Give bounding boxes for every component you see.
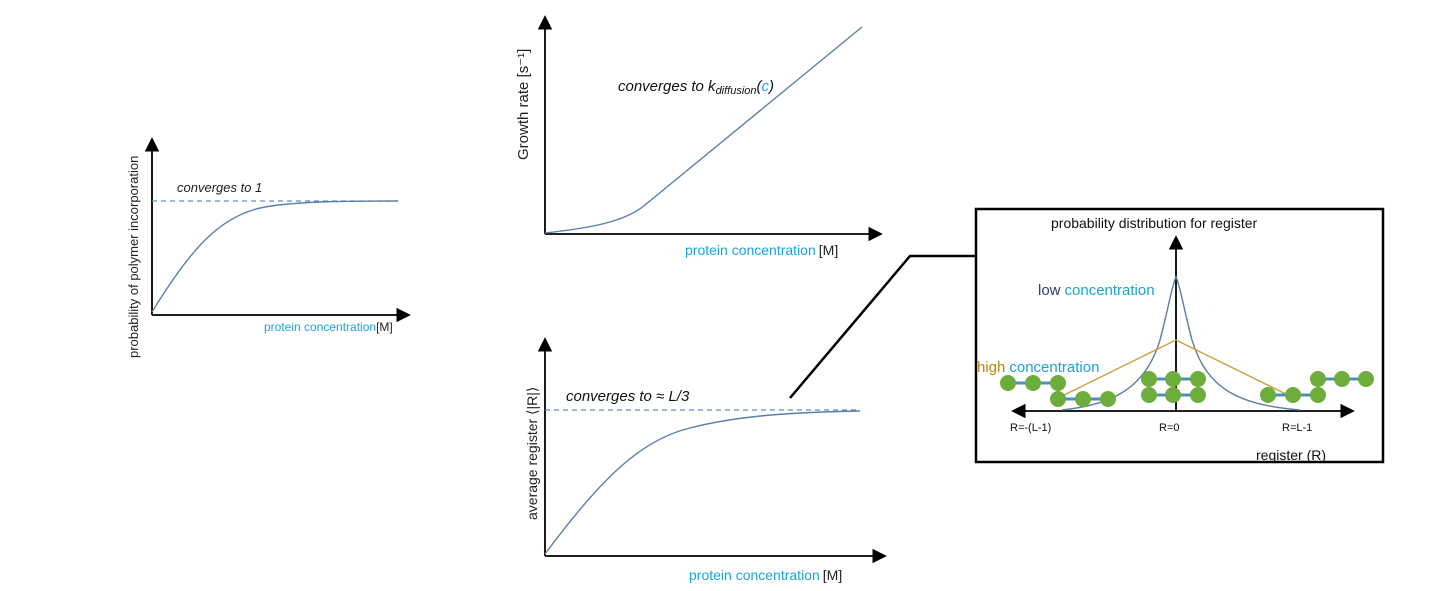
top-annotation: converges to kdiffusion(c) <box>618 78 774 97</box>
inset-title: probability distribution for register <box>1051 215 1258 231</box>
strand-right <box>1260 371 1374 403</box>
left-curve <box>151 200 399 313</box>
bottom-annotation: converges to ≈ L/3 <box>566 388 690 405</box>
left-y-label: probability of polymer incorporation <box>126 156 141 358</box>
inset-high-label: high concentration <box>977 359 1099 376</box>
inset-low-label: low concentration <box>1038 282 1155 299</box>
top-y-label: Growth rate [s⁻¹] <box>515 49 532 160</box>
strand-left <box>1000 375 1116 407</box>
inset-high-curve <box>1059 339 1293 398</box>
connector-line <box>789 254 976 399</box>
left-annotation: converges to 1 <box>177 180 262 195</box>
inset-tick-mid: R=0 <box>1159 422 1180 434</box>
panel-left: converges to 1 probability of polymer in… <box>126 137 411 358</box>
panel-bottom: converges to ≈ L/3 average register ⟨|R|… <box>524 337 887 583</box>
inset-frame <box>974 207 1385 464</box>
inset-low-curve <box>1061 275 1301 411</box>
bottom-curve <box>544 410 861 555</box>
bottom-x-label: protein concentration [M] <box>689 567 842 583</box>
inset-tick-left: R=-(L-1) <box>1010 422 1051 434</box>
top-curve <box>544 26 863 234</box>
panel-top: converges to kdiffusion(c) Growth rate [… <box>515 15 883 258</box>
left-x-label: protein concentration[M] <box>264 320 393 334</box>
inset-panel: probability distribution for register lo… <box>974 207 1385 464</box>
strand-middle <box>1141 371 1206 403</box>
top-x-label: protein concentration [M] <box>685 242 838 258</box>
bottom-y-label: average register ⟨|R|⟩ <box>524 387 540 520</box>
inset-x-label: register (R) <box>1256 447 1326 463</box>
inset-tick-right: R=L-1 <box>1282 422 1312 434</box>
